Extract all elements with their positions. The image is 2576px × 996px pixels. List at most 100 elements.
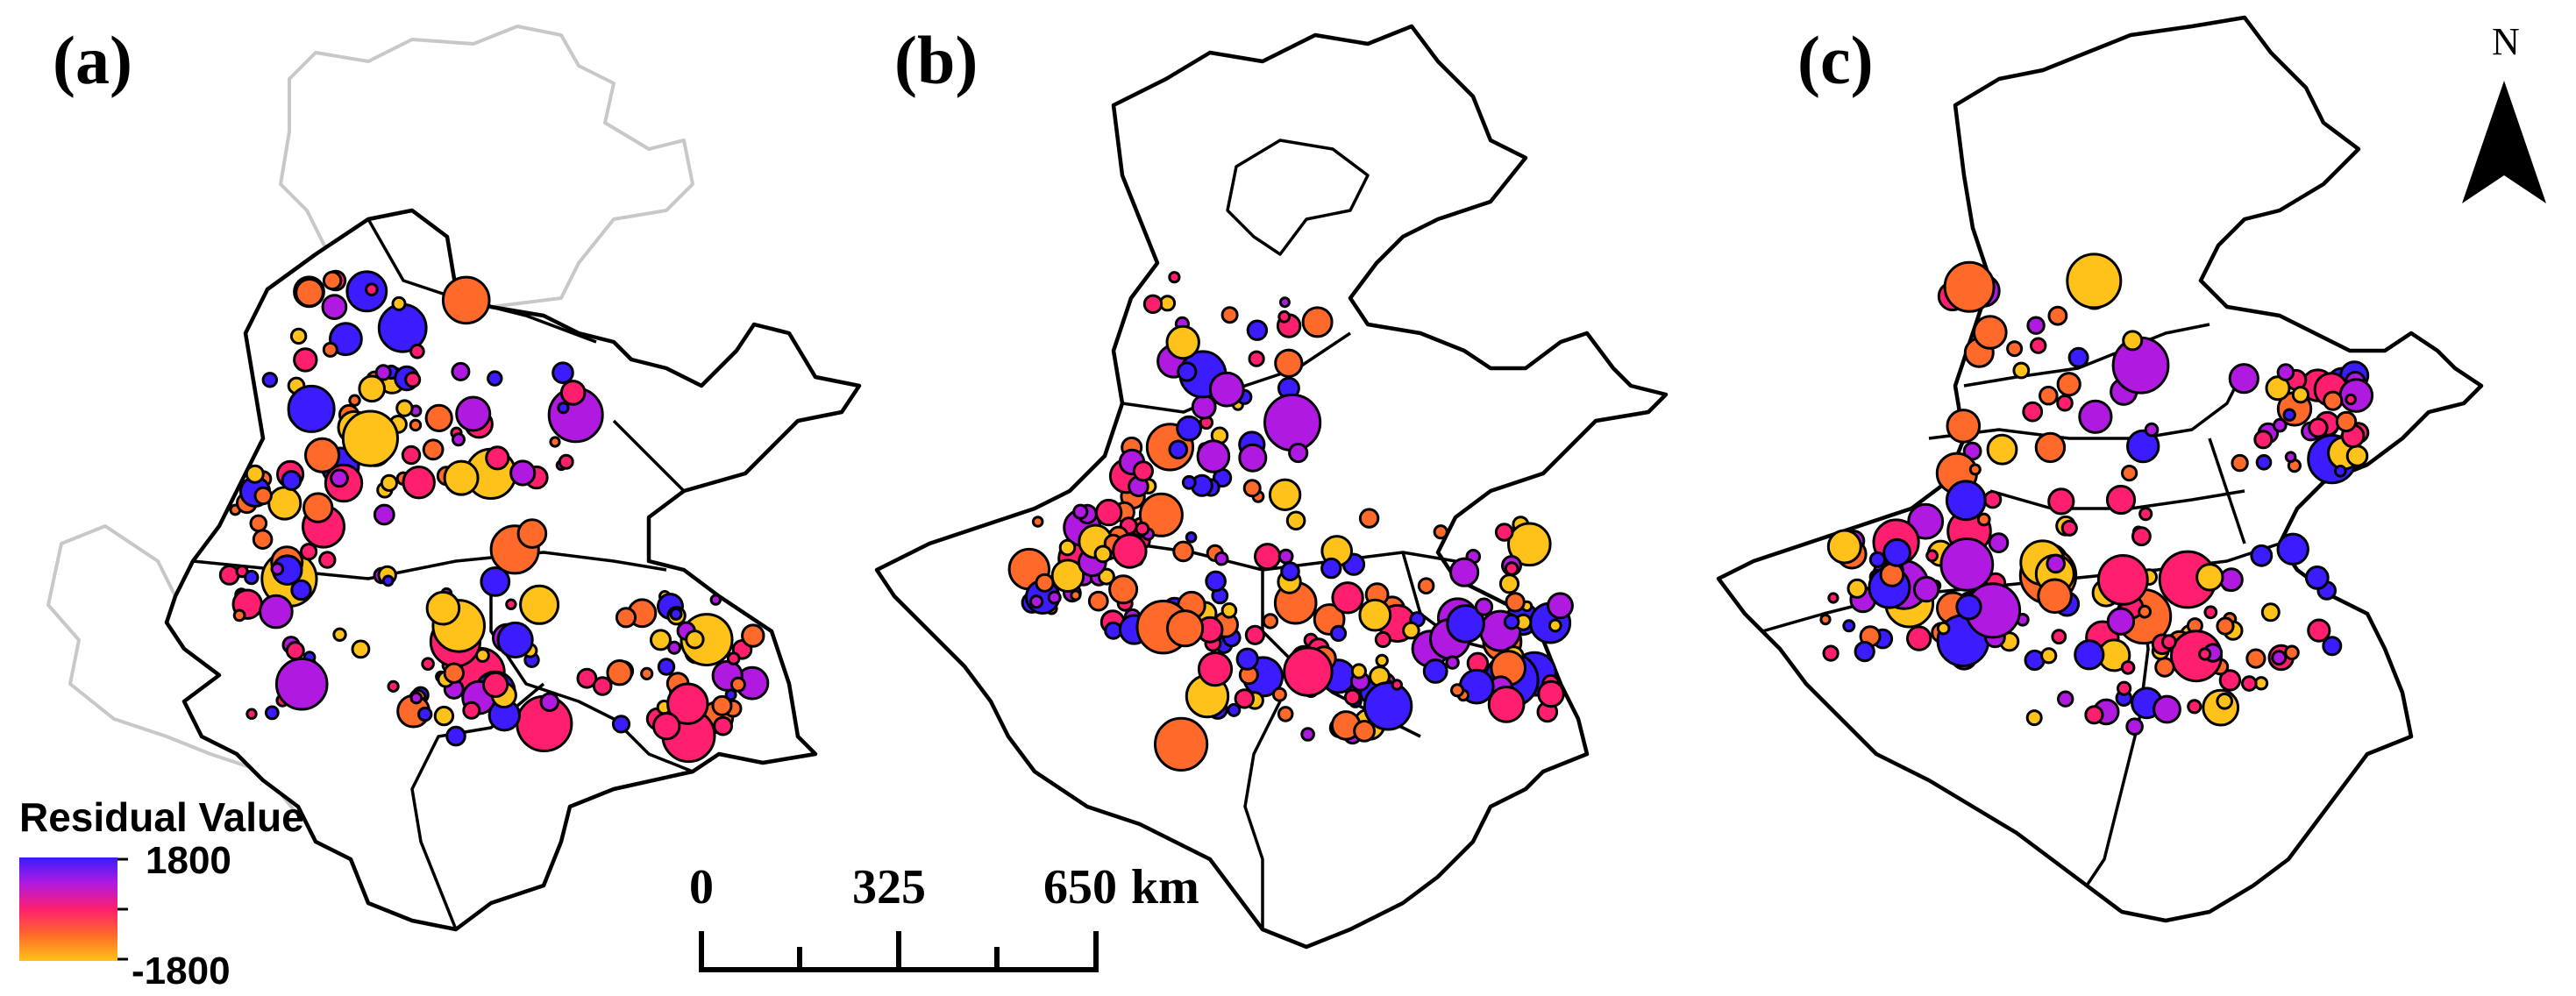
residual-dot: [249, 514, 268, 533]
residual-dot: [1906, 625, 1932, 651]
residual-dot: [1168, 439, 1189, 460]
residual-dot: [401, 445, 422, 466]
residual-dot: [2335, 410, 2358, 433]
residual-dot: [487, 370, 503, 387]
residual-dot: [1035, 573, 1055, 593]
residual-dot: [1507, 522, 1552, 567]
residual-dot: [2345, 393, 2357, 406]
residual-dot: [615, 607, 637, 629]
residual-dot: [387, 679, 400, 694]
residual-dot: [409, 691, 423, 705]
residual-dot: [1450, 683, 1465, 698]
residual-dot: [1402, 621, 1420, 640]
residual-dot: [1487, 686, 1526, 723]
residual-dot: [2037, 578, 2073, 615]
residual-dot: [726, 651, 741, 665]
residual-dot: [1097, 567, 1115, 586]
residual-dot: [1234, 688, 1256, 709]
residual-dot: [293, 347, 318, 373]
residual-dot: [551, 361, 574, 385]
panel-c-residual-dots: [1819, 253, 2374, 736]
residual-dot: [295, 278, 324, 308]
residual-dot: [2051, 629, 2067, 645]
residual-dot: [1939, 537, 1995, 592]
scale-bar: 0 325 650 km: [689, 860, 1199, 972]
residual-dot: [1176, 415, 1202, 442]
residual-dot: [1168, 271, 1181, 284]
residual-dot: [425, 590, 461, 626]
residual-dot: [2195, 563, 2224, 592]
panel-a-label: (a): [53, 22, 132, 98]
residual-dot: [1268, 478, 1302, 511]
residual-dot: [1213, 551, 1229, 566]
residual-dot: [1244, 624, 1266, 645]
panel-c-region-outline: [1716, 15, 2484, 923]
residual-dot: [1547, 592, 1574, 620]
map-panel-a: (a): [46, 22, 862, 932]
residual-dot: [1925, 549, 1939, 563]
residual-dot: [417, 706, 433, 722]
legend-max-label: 1800: [146, 839, 231, 882]
residual-dot: [475, 648, 490, 663]
residual-dot: [452, 432, 466, 447]
residual-dot: [348, 394, 361, 407]
residual-dot: [318, 551, 337, 569]
residual-dot: [2203, 605, 2218, 620]
residual-dot: [1955, 594, 1982, 621]
residual-dot: [451, 361, 471, 381]
residual-dot: [1271, 687, 1287, 702]
residual-dot: [2216, 693, 2233, 710]
residual-dot: [485, 445, 510, 471]
residual-dot: [2117, 680, 2132, 696]
residual-dot: [685, 630, 705, 650]
residual-dot: [2122, 330, 2144, 352]
residual-dot: [2291, 386, 2309, 404]
residual-dot: [351, 639, 371, 659]
residual-dot: [2245, 648, 2266, 669]
residual-dot: [2105, 484, 2137, 516]
residual-dot: [1374, 630, 1392, 649]
residual-dot: [253, 486, 273, 506]
residual-dot: [2241, 675, 2258, 692]
residual-dot: [2012, 361, 2031, 380]
residual-dot: [2260, 602, 2281, 622]
residual-dot: [2271, 650, 2288, 666]
residual-dot: [1505, 592, 1526, 613]
residual-dot: [322, 270, 343, 291]
residual-dot: [2047, 487, 2075, 516]
residual-dot: [1854, 641, 1875, 663]
residual-dot: [1819, 614, 1832, 626]
residual-dot: [2284, 644, 2300, 661]
residual-dot: [1280, 561, 1300, 582]
scale-unit-label: km: [1131, 860, 1199, 914]
residual-dot: [2120, 660, 2136, 675]
residual-dot: [2255, 454, 2273, 471]
residual-dot: [1235, 647, 1259, 671]
residual-dot: [246, 708, 258, 720]
residual-dot: [1172, 540, 1194, 563]
residual-dot: [1358, 598, 1392, 632]
residual-dot: [2022, 401, 2044, 423]
residual-dot: [1331, 581, 1364, 615]
residual-dot: [1185, 531, 1198, 544]
residual-dot: [1329, 624, 1348, 643]
residual-dot: [519, 584, 560, 625]
residual-dot: [650, 629, 672, 651]
residual-dot: [1208, 371, 1245, 408]
residual-dot: [1912, 575, 1940, 603]
residual-dot: [1177, 361, 1198, 382]
residual-dot: [709, 594, 722, 606]
map-panel-c: (c): [1716, 15, 2484, 923]
residual-dot: [2138, 604, 2153, 619]
residual-dot: [443, 459, 480, 496]
residual-dot: [1094, 498, 1123, 527]
residual-dot: [2084, 705, 2104, 725]
residual-dot: [391, 295, 407, 311]
residual-dot: [2345, 445, 2369, 467]
residual-dot: [711, 694, 733, 716]
residual-dot: [1449, 557, 1480, 587]
residual-dot: [1138, 492, 1184, 537]
residual-dot: [287, 384, 336, 433]
residual-dot: [1262, 613, 1279, 630]
residual-dot: [1166, 609, 1205, 648]
